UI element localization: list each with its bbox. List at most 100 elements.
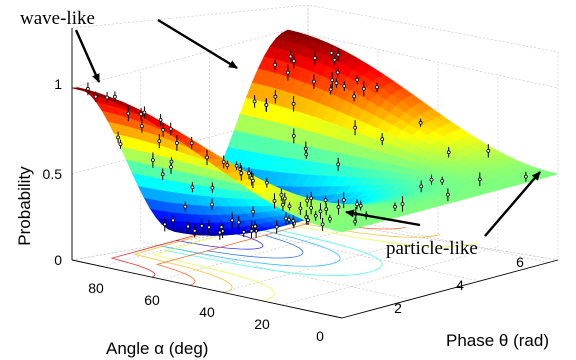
data-point (126, 111, 131, 116)
data-point (217, 230, 222, 235)
contour-line (133, 216, 441, 294)
data-point (199, 223, 204, 228)
probability-tick-label: 1 (54, 76, 62, 92)
data-point (291, 101, 296, 106)
data-point (477, 177, 482, 182)
data-point (324, 207, 329, 212)
data-point (247, 171, 251, 176)
theta-tick-labels: 2 4 6 (394, 254, 524, 316)
data-point (328, 87, 333, 92)
grid-line (140, 69, 411, 300)
data-point (142, 110, 147, 115)
contour-line (207, 235, 304, 259)
theta-axis-line (341, 259, 559, 319)
theta-tick-label: 6 (516, 254, 524, 270)
data-point (273, 62, 277, 67)
probability-surface (71, 29, 559, 236)
theta-tick-label: 2 (394, 300, 402, 316)
probability-tick-labels: 0 0.5 1 (43, 76, 63, 268)
contour-line (164, 226, 383, 277)
data-point (189, 141, 194, 146)
data-point (341, 198, 346, 203)
theta-axis-label: Phase θ (rad) (446, 331, 549, 350)
data-point (355, 77, 360, 82)
data-point (327, 216, 332, 221)
data-point (264, 180, 269, 185)
data-point (318, 209, 323, 214)
data-point (332, 57, 337, 62)
data-point (183, 204, 188, 209)
data-point (304, 152, 309, 157)
probability-tick-label: 0 (54, 252, 62, 268)
data-point (304, 215, 309, 220)
data-point (161, 127, 166, 132)
data-point (168, 127, 173, 131)
data-point (336, 52, 341, 57)
data-point (336, 205, 341, 209)
data-point (192, 228, 197, 233)
data-point (280, 202, 285, 207)
data-point (445, 192, 450, 197)
theta-tick-label: 4 (456, 277, 464, 293)
data-point (219, 225, 224, 230)
data-point (282, 196, 287, 201)
alpha-axis-label: Angle α (deg) (106, 339, 208, 358)
data-point (279, 192, 284, 197)
data-point (309, 196, 314, 201)
data-point (225, 163, 230, 168)
data-point (210, 185, 215, 190)
data-point (253, 224, 258, 229)
data-point (380, 137, 385, 142)
alpha-tick-label: 60 (144, 292, 160, 308)
data-point (342, 84, 347, 88)
data-point (284, 216, 288, 221)
data-point (139, 124, 144, 128)
particle-like-arrow-left (345, 209, 421, 227)
axes (71, 28, 559, 319)
data-point (429, 177, 434, 182)
alpha-tick-labels: 80 60 40 20 0 (88, 280, 324, 344)
data-point (273, 94, 278, 99)
data-point (291, 133, 296, 138)
data-point (249, 228, 254, 233)
wave-like-annotation: wave-like (20, 8, 95, 29)
data-point (264, 103, 269, 107)
data-point (150, 158, 155, 163)
data-point (288, 54, 293, 59)
data-point (486, 148, 491, 153)
data-point (249, 176, 254, 181)
contour-line (152, 220, 479, 302)
data-point (230, 218, 235, 223)
data-point (313, 213, 318, 218)
data-point (186, 224, 191, 229)
data-point (320, 222, 325, 227)
data-point (291, 218, 296, 223)
data-point (162, 222, 167, 227)
data-point (355, 202, 359, 207)
data-point (158, 118, 163, 122)
data-point (285, 70, 290, 75)
data-point (105, 95, 109, 100)
data-point (323, 198, 328, 203)
data-point (205, 155, 209, 160)
contour-line (175, 228, 264, 250)
data-point (174, 141, 179, 145)
data-point (206, 225, 211, 230)
data-point (113, 94, 117, 99)
data-point (239, 171, 244, 176)
data-point (400, 202, 405, 206)
probability-tick-label: 0.5 (43, 166, 63, 182)
particle-like-arrow-right (484, 171, 541, 237)
wave-like-arrow-left (74, 29, 101, 83)
alpha-tick-label: 40 (199, 304, 215, 320)
wave-like-arrow-right (157, 18, 238, 70)
data-point (190, 185, 195, 190)
data-point (524, 174, 528, 179)
alpha-tick-label: 0 (316, 328, 324, 344)
data-point (287, 217, 291, 222)
data-point (169, 165, 173, 169)
data-point (252, 99, 257, 104)
data-point (358, 203, 363, 208)
data-point (93, 94, 98, 99)
